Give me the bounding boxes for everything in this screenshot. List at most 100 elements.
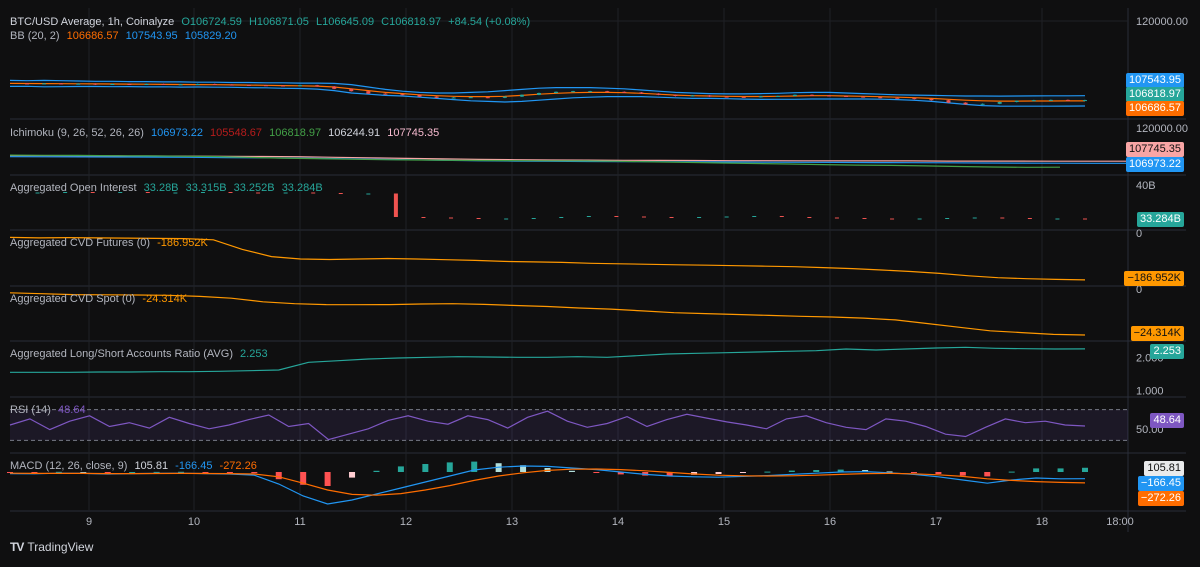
candle-body: [366, 91, 371, 94]
macd-histogram-bar: [397, 466, 404, 472]
candle-body: [1014, 100, 1019, 102]
macd-histogram-bar: [31, 472, 38, 473]
oi-candle: [338, 193, 343, 194]
time-tick-label: 14: [612, 516, 624, 528]
candle-body: [724, 96, 729, 98]
ichimoku-v5: 107745.35: [387, 127, 440, 139]
oi-candle: [1055, 218, 1060, 220]
ichimoku-v1: 106973.22: [150, 127, 203, 139]
oi-candle: [834, 217, 839, 219]
low-value: L106645.09: [315, 16, 375, 28]
candle-body: [383, 93, 388, 95]
oi-candle: [917, 218, 922, 220]
tradingview-brand[interactable]: TV TradingView: [10, 540, 93, 554]
candle-body: [878, 97, 883, 99]
macd-histogram-bar: [446, 462, 453, 472]
macd-histogram-bar: [837, 469, 844, 472]
cvd-futures-axis-label: 0: [1136, 228, 1142, 240]
candle-body: [656, 93, 661, 95]
candle-body: [536, 93, 541, 95]
oi-candle: [862, 218, 867, 219]
oi-candle: [393, 193, 398, 217]
symbol-title[interactable]: BTC/USD Average, 1h, Coinalyze: [10, 16, 175, 28]
candle-body: [792, 94, 797, 96]
tradingview-logo: TV: [10, 540, 24, 554]
candle-body: [42, 83, 47, 85]
candle-body: [110, 84, 115, 85]
candle-body: [1031, 100, 1036, 102]
tradingview-name: TradingView: [27, 540, 94, 554]
candle-body: [212, 84, 217, 85]
oi-candle: [366, 193, 371, 195]
ls-ratio-value: 2.253: [240, 348, 268, 360]
candle-body: [25, 83, 30, 85]
rsi-line: [9, 410, 1086, 441]
macd-histogram-bar: [275, 472, 282, 480]
oi-v3: 33.252B: [233, 182, 275, 194]
ichimoku-v3: 106818.97: [269, 127, 322, 139]
candle-body: [1083, 100, 1087, 102]
ichimoku-legend: Ichimoku (9, 26, 52, 26, 26) 106973.22 1…: [10, 127, 443, 139]
macd-histogram-bar: [324, 472, 331, 486]
ichimoku-v2: 105548.67: [210, 127, 263, 139]
candle-body: [485, 97, 490, 99]
macd-histogram-bar: [373, 470, 380, 472]
candle-body: [76, 83, 81, 85]
time-tick-label: 16: [824, 516, 836, 528]
candle-body: [588, 91, 593, 93]
candle-body: [178, 84, 183, 86]
time-tick-label: 10: [188, 516, 200, 528]
candle-body: [707, 95, 712, 97]
candle-body: [1048, 99, 1053, 101]
oi-candle: [890, 218, 895, 220]
time-tick-label: 13: [506, 516, 518, 528]
time-tick-label: 17: [930, 516, 942, 528]
oi-candle: [1000, 217, 1005, 219]
macd-histogram-bar: [764, 471, 771, 473]
cvd-spot-legend: Aggregated CVD Spot (0) -24.314K: [10, 293, 191, 305]
oi-candle: [945, 218, 950, 219]
cvd-futures-title[interactable]: Aggregated CVD Futures (0): [10, 237, 151, 249]
tag-bb-upper: 107543.95: [1126, 73, 1184, 88]
macd-histogram-bar: [104, 472, 111, 473]
macd-histogram-bar: [178, 471, 185, 473]
candle-body: [571, 91, 576, 93]
candle-body: [673, 94, 678, 96]
cvd-spot-axis-label: 0: [1136, 284, 1142, 296]
candle-body: [246, 84, 251, 86]
ls-ratio-title[interactable]: Aggregated Long/Short Accounts Ratio (AV…: [10, 348, 233, 360]
tag-ichimoku-b: 106973.22: [1126, 157, 1184, 172]
oi-candle: [724, 216, 729, 218]
change-value: +84.54 (+0.08%): [448, 16, 531, 28]
bb-title[interactable]: BB (20, 2): [10, 30, 60, 42]
candle-body: [263, 85, 268, 87]
candle-body: [281, 85, 286, 87]
macd-histogram-bar: [1082, 467, 1088, 472]
candle-body: [59, 83, 64, 85]
oi-candle: [972, 217, 977, 219]
candle-body: [605, 91, 610, 93]
oi-candle: [476, 218, 481, 219]
candle-body: [195, 84, 200, 85]
ls-axis-label-1: 1.000: [1136, 386, 1164, 398]
time-tick-label: 9: [86, 516, 92, 528]
ichimoku-v4: 106244.91: [328, 127, 381, 139]
oi-candle: [1083, 218, 1087, 220]
candle-body: [809, 94, 814, 96]
macd-histogram-bar: [617, 472, 624, 475]
bb-lower-line: [9, 85, 1086, 107]
cvd-spot-title[interactable]: Aggregated CVD Spot (0): [10, 293, 136, 305]
ichimoku-title[interactable]: Ichimoku (9, 26, 52, 26, 26): [10, 127, 144, 139]
macd-histogram-bar: [251, 472, 258, 474]
macd-histogram-bar: [568, 470, 575, 472]
candle-body: [93, 83, 98, 85]
candle-body: [844, 96, 849, 97]
candle-body: [451, 97, 456, 99]
rsi-title[interactable]: RSI (14): [10, 404, 51, 416]
tag-macd-hist: 105.81: [1144, 461, 1184, 476]
time-tick-label: 15: [718, 516, 730, 528]
oi-title[interactable]: Aggregated Open Interest: [10, 182, 137, 194]
macd-title[interactable]: MACD (12, 26, close, 9): [10, 460, 128, 472]
